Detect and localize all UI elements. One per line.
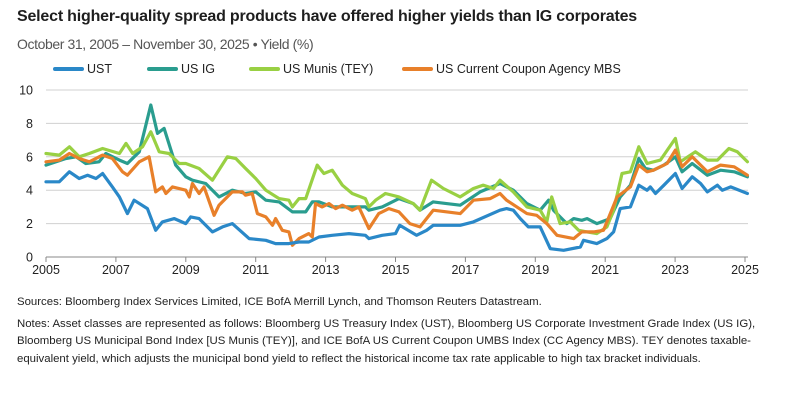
x-tick-label: 2025 xyxy=(731,263,759,277)
y-tick-label: 8 xyxy=(26,117,33,131)
chart-title: Select higher-quality spread products ha… xyxy=(17,8,637,25)
sources-text: Sources: Bloomberg Index Services Limite… xyxy=(17,296,542,308)
x-tick-label: 2019 xyxy=(521,263,549,277)
legend-swatch-us-munis xyxy=(249,67,280,71)
legend-swatch-us-ig xyxy=(147,67,178,71)
y-tick-label: 6 xyxy=(26,150,33,164)
chart-subtitle: October 31, 2005 – November 30, 2025 • Y… xyxy=(17,36,314,52)
x-tick-label: 2015 xyxy=(382,263,410,277)
legend-item-us-ig: US IG xyxy=(147,62,215,76)
x-tick-label: 2011 xyxy=(242,263,269,277)
y-tick-label: 4 xyxy=(26,184,33,198)
footnotes: Sources: Bloomberg Index Services Limite… xyxy=(17,294,802,368)
series-line-ust xyxy=(44,170,750,252)
notes-text: Notes: Asset classes are represented as … xyxy=(17,317,756,365)
legend-swatch-mbs xyxy=(402,67,433,71)
legend-label-mbs: US Current Coupon Agency MBS xyxy=(436,62,621,76)
y-tick-label: 10 xyxy=(19,84,33,98)
line-chart: 0 2 4 6 8 10 2005 2007 2009 2011 2013 2015 2017 2019 2… xyxy=(19,84,759,278)
y-tick-label: 2 xyxy=(26,217,33,231)
legend: UST US IG US Munis (TEY) US Current Coup… xyxy=(0,62,810,80)
x-tick-label: 2005 xyxy=(32,263,60,277)
x-tick-label: 2007 xyxy=(102,263,130,277)
legend-item-us-munis: US Munis (TEY) xyxy=(249,62,373,76)
series-line-us-current-coupon-agency-mbs xyxy=(44,148,750,247)
legend-label-ust: UST xyxy=(87,62,112,76)
x-tick-label: 2009 xyxy=(172,263,200,277)
x-tick-label: 2013 xyxy=(312,263,340,277)
x-tick-label: 2017 xyxy=(451,263,479,277)
x-tick-label: 2023 xyxy=(661,263,689,277)
legend-item-mbs: US Current Coupon Agency MBS xyxy=(402,62,621,76)
x-tick-label: 2021 xyxy=(591,263,619,277)
legend-label-us-ig: US IG xyxy=(181,62,216,76)
series-line-us-munis-tey xyxy=(44,130,750,236)
legend-label-us-munis: US Munis (TEY) xyxy=(283,62,374,76)
y-tick-label: 0 xyxy=(26,251,33,265)
legend-item-ust: UST xyxy=(53,62,112,76)
legend-swatch-ust xyxy=(53,67,84,71)
